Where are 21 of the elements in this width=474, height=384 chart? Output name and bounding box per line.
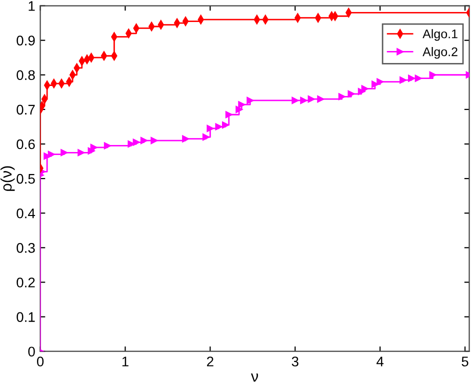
y-tick-label: 0.3 (16, 243, 35, 253)
x-tick-label: 5 (462, 356, 468, 366)
y-tick-label: 0.5 (16, 174, 35, 184)
y-tick-label: 1 (28, 1, 35, 11)
y-tick-label: 0 (28, 346, 35, 357)
y-tick-label: 0.1 (16, 312, 35, 322)
x-tick-label: 0 (36, 356, 44, 366)
y-tick-label: 0.4 (16, 208, 36, 218)
x-tick-label: 3 (292, 356, 298, 366)
y-tick-label: 0.7 (16, 104, 35, 115)
y-tick-label: 0.8 (16, 70, 35, 80)
legend-label: Algo.2 (422, 47, 458, 59)
x-tick-label: 4 (376, 356, 384, 366)
x-tick-label: 1 (122, 356, 128, 366)
y-tick-label: 0.2 (16, 278, 35, 288)
y-tick-label: 0.6 (16, 139, 35, 150)
x-tick-label: 2 (207, 356, 214, 366)
y-axis-title: ρ(ν) (0, 166, 15, 191)
legend-label: Algo.1 (422, 29, 458, 41)
y-tick-label: 0.9 (16, 36, 35, 46)
x-axis-title: ν (250, 374, 258, 382)
